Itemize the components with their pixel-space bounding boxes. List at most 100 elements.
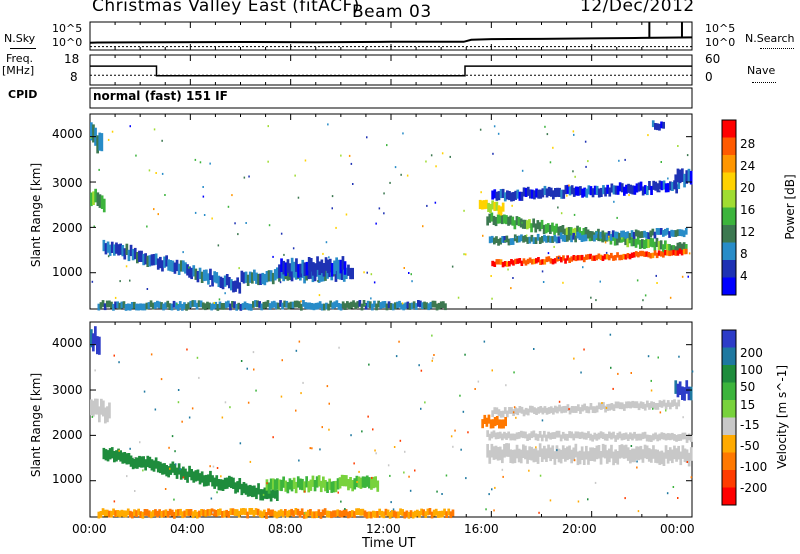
power-cell	[505, 261, 509, 267]
velocity-cell	[675, 448, 678, 462]
velocity-speckle	[459, 394, 461, 397]
power-cell	[662, 180, 666, 190]
velocity-speckle	[169, 467, 171, 470]
power-cell	[360, 303, 364, 311]
power-cell	[564, 185, 568, 195]
power-cell	[290, 257, 294, 272]
velocity-cell	[543, 406, 547, 413]
power-cell	[561, 225, 565, 235]
velocity-speckle	[186, 348, 188, 351]
velocity-cell	[689, 435, 693, 442]
power-cell	[96, 192, 100, 206]
velocity-cell	[112, 508, 115, 516]
velocity-speckle	[493, 509, 495, 512]
power-cell	[211, 275, 214, 287]
power-speckle	[322, 273, 325, 276]
power-cell	[151, 302, 155, 310]
velocity-cell	[500, 419, 503, 429]
power-cell	[410, 302, 414, 310]
velocity-speckle	[477, 380, 480, 383]
power-cell	[210, 303, 213, 311]
velocity-cell	[608, 448, 611, 463]
power-cell	[591, 188, 595, 198]
power-cell	[526, 186, 530, 196]
velocity-cbar-tick-15: 15	[740, 398, 756, 412]
velocity-cell	[207, 474, 210, 486]
power-cell	[215, 272, 219, 284]
velocity-cell	[369, 511, 373, 519]
velocity-cell	[643, 444, 647, 459]
power-speckle	[595, 299, 597, 302]
velocity-speckle	[541, 419, 544, 422]
velocity-cell	[365, 475, 369, 487]
power-cell	[166, 300, 170, 308]
velocity-cell	[230, 476, 233, 489]
power-cell	[497, 259, 501, 265]
velocity-cell	[127, 453, 131, 465]
velocity-cell	[618, 431, 622, 439]
power-cell	[605, 233, 609, 241]
velocity-cell	[345, 475, 348, 487]
velocity-speckle	[224, 401, 227, 404]
velocity-cell	[658, 451, 662, 465]
velocity-cell	[601, 443, 605, 458]
velocity-cell	[664, 433, 668, 441]
power-speckle	[547, 252, 550, 255]
velocity-cell	[587, 451, 590, 465]
power-cell	[280, 258, 283, 272]
power-cell	[593, 255, 596, 261]
power-speckle	[511, 204, 513, 207]
velocity-cell	[496, 432, 500, 439]
power-cell	[206, 301, 209, 309]
power-cbar-tick-16: 16	[740, 203, 756, 217]
power-speckle	[164, 194, 166, 196]
power-cell	[362, 300, 366, 307]
power-speckle	[114, 296, 117, 299]
power-cell	[499, 189, 503, 199]
velocity-cell	[614, 435, 617, 442]
velocity-cell	[511, 449, 515, 464]
power-cell	[259, 273, 262, 285]
power-speckle	[587, 160, 589, 163]
velocity-cell	[183, 510, 187, 518]
power-cell	[216, 304, 220, 311]
power-speckle	[98, 168, 100, 171]
power-speckle	[441, 152, 444, 155]
velocity-speckle	[173, 498, 175, 501]
power-cell	[648, 181, 651, 191]
velocity-cell	[506, 410, 509, 418]
velocity-speckle	[636, 466, 638, 469]
velocity-cell	[357, 476, 361, 488]
velocity-cell	[554, 405, 557, 413]
power-cell	[298, 301, 301, 308]
velocity-cell	[574, 443, 578, 458]
power-cell	[668, 250, 671, 257]
power-cell	[511, 216, 515, 226]
power-cell	[641, 231, 644, 238]
power-cell	[318, 261, 321, 275]
nsky-label: N.Sky	[4, 32, 36, 45]
velocity-cell	[553, 451, 557, 465]
velocity-cell	[242, 482, 246, 494]
velocity-cell	[198, 473, 202, 485]
nave-tick-low: 0	[705, 70, 713, 84]
velocity-speckle	[637, 510, 640, 513]
velocity-cell	[370, 478, 373, 490]
velocity-cell	[559, 449, 563, 464]
power-cell	[612, 185, 616, 195]
velocity-speckle	[134, 490, 136, 492]
power-cell	[311, 270, 315, 283]
velocity-speckle	[198, 376, 200, 379]
velocity-cell	[277, 510, 281, 518]
power-cell	[523, 219, 527, 229]
power-cell	[671, 181, 674, 191]
velocity-cell	[658, 400, 662, 407]
velocity-cell	[547, 407, 551, 414]
velocity-cell	[585, 445, 588, 460]
power-speckle	[364, 303, 366, 306]
power-cell	[232, 281, 235, 293]
power-cell	[647, 252, 651, 258]
power-speckle	[234, 222, 236, 225]
velocity-cell	[133, 509, 136, 517]
